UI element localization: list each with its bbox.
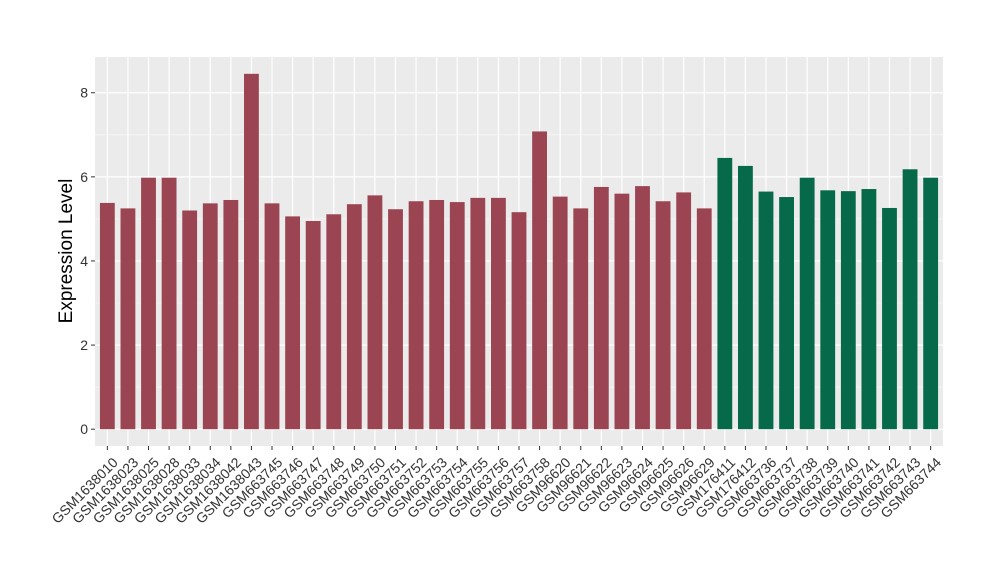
- bars: [99, 73, 939, 430]
- y-tick-label: 0: [80, 421, 88, 437]
- bar-gsm663749: [346, 204, 362, 430]
- bar-gsm663757: [511, 212, 527, 430]
- bar-gsm663742: [882, 207, 897, 430]
- bar-gsm96626: [676, 192, 692, 430]
- bar-gsm96621: [573, 208, 589, 430]
- bar-gsm663756: [491, 197, 506, 430]
- y-tick-label: 6: [80, 169, 88, 185]
- bar-gsm96623: [614, 193, 630, 430]
- bar-gsm1638010: [99, 202, 115, 430]
- bar-gsm663737: [779, 197, 794, 430]
- bar-gsm1638025: [141, 177, 156, 430]
- bar-gsm663739: [820, 190, 836, 430]
- bar-gsm663745: [264, 203, 280, 430]
- x-axis: GSM1638010GSM1638023GSM1638025GSM1638028…: [48, 446, 944, 527]
- bar-gsm663743: [902, 169, 918, 430]
- bar-gsm663748: [326, 214, 342, 430]
- bar-gsm663754: [449, 202, 465, 430]
- bar-gsm663744: [923, 177, 939, 430]
- bar-gsm663753: [429, 199, 445, 430]
- bar-gsm96625: [655, 201, 671, 430]
- bar-gsm176411: [717, 157, 733, 430]
- bar-gsm1638028: [161, 177, 177, 430]
- bar-gsm96620: [552, 196, 568, 430]
- bar-gsm1638042: [223, 199, 239, 430]
- bar-gsm663738: [799, 177, 815, 430]
- bar-gsm663750: [367, 195, 383, 430]
- bar-gsm663758: [532, 131, 547, 430]
- y-axis: 0 2 4 6 8: [80, 85, 95, 437]
- bar-gsm176412: [737, 165, 753, 430]
- bar-gsm96622: [593, 186, 609, 430]
- y-tick-label: 8: [80, 85, 88, 101]
- bar-gsm663751: [388, 209, 403, 430]
- bar-gsm1638043: [244, 73, 259, 430]
- bar-gsm96624: [635, 186, 650, 430]
- bar-gsm663747: [305, 221, 321, 430]
- bar-gsm1638034: [202, 203, 218, 430]
- y-tick-label: 2: [80, 337, 88, 353]
- bar-gsm1638023: [120, 208, 136, 430]
- y-tick-label: 4: [80, 253, 88, 269]
- bar-gsm663755: [470, 197, 486, 430]
- y-axis-label: Expression Level: [56, 179, 77, 324]
- bar-gsm663740: [840, 191, 856, 430]
- bar-gsm96629: [696, 208, 712, 430]
- bar-gsm663741: [861, 189, 877, 430]
- bar-gsm1638033: [182, 210, 198, 430]
- bar-gsm663746: [285, 216, 301, 430]
- bar-gsm663752: [408, 201, 424, 430]
- bar-gsm663736: [758, 191, 774, 430]
